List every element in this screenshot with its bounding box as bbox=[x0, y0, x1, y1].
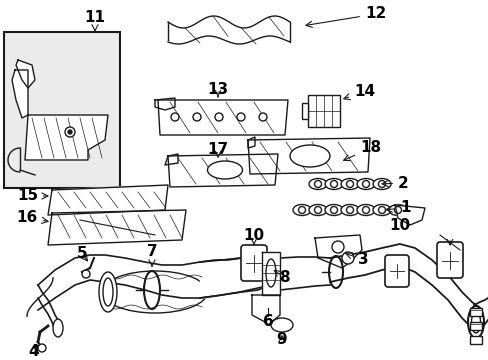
Polygon shape bbox=[168, 154, 278, 187]
Circle shape bbox=[38, 344, 46, 352]
Bar bbox=[469, 322, 481, 330]
Text: 11: 11 bbox=[84, 10, 105, 31]
Circle shape bbox=[330, 207, 337, 213]
Text: 2: 2 bbox=[381, 175, 408, 190]
Text: 7: 7 bbox=[146, 244, 157, 266]
Polygon shape bbox=[16, 60, 35, 88]
Ellipse shape bbox=[372, 204, 390, 216]
Circle shape bbox=[330, 180, 337, 188]
Ellipse shape bbox=[467, 306, 483, 338]
Text: 5: 5 bbox=[77, 247, 87, 261]
Circle shape bbox=[314, 207, 321, 213]
Polygon shape bbox=[155, 98, 175, 110]
Circle shape bbox=[314, 180, 321, 188]
Circle shape bbox=[259, 113, 266, 121]
Ellipse shape bbox=[356, 179, 374, 189]
Circle shape bbox=[378, 207, 385, 213]
Bar bbox=[302, 103, 307, 119]
Text: 18: 18 bbox=[343, 140, 380, 161]
Ellipse shape bbox=[265, 259, 275, 287]
Ellipse shape bbox=[289, 145, 329, 167]
Polygon shape bbox=[247, 137, 254, 148]
Ellipse shape bbox=[372, 179, 390, 189]
Circle shape bbox=[193, 113, 201, 121]
Ellipse shape bbox=[308, 204, 326, 216]
Polygon shape bbox=[25, 115, 108, 160]
Circle shape bbox=[215, 113, 223, 121]
Ellipse shape bbox=[53, 319, 63, 337]
FancyBboxPatch shape bbox=[241, 245, 266, 281]
Circle shape bbox=[298, 207, 305, 213]
Polygon shape bbox=[314, 235, 361, 268]
Bar bbox=[4, 32, 120, 188]
Ellipse shape bbox=[270, 318, 292, 332]
Ellipse shape bbox=[292, 204, 310, 216]
Text: 1: 1 bbox=[385, 201, 409, 216]
FancyBboxPatch shape bbox=[436, 242, 462, 278]
Text: 6: 6 bbox=[262, 315, 273, 329]
Circle shape bbox=[237, 113, 244, 121]
Ellipse shape bbox=[388, 204, 406, 216]
Text: 15: 15 bbox=[17, 189, 48, 203]
Circle shape bbox=[346, 207, 353, 213]
Polygon shape bbox=[12, 70, 28, 118]
Text: 14: 14 bbox=[343, 85, 374, 100]
Ellipse shape bbox=[207, 161, 242, 179]
Text: 3: 3 bbox=[345, 252, 368, 267]
Circle shape bbox=[68, 130, 72, 134]
Polygon shape bbox=[158, 100, 287, 135]
Text: 9: 9 bbox=[276, 333, 287, 347]
Circle shape bbox=[341, 252, 353, 264]
Ellipse shape bbox=[340, 204, 358, 216]
Text: 8: 8 bbox=[278, 270, 289, 285]
Polygon shape bbox=[247, 138, 369, 174]
Ellipse shape bbox=[102, 271, 207, 313]
Polygon shape bbox=[251, 295, 280, 325]
Bar bbox=[469, 308, 481, 316]
Text: 10: 10 bbox=[243, 229, 264, 243]
Ellipse shape bbox=[325, 179, 342, 189]
FancyBboxPatch shape bbox=[384, 255, 408, 287]
Ellipse shape bbox=[340, 179, 358, 189]
Circle shape bbox=[82, 270, 90, 278]
Circle shape bbox=[394, 207, 401, 213]
Bar bbox=[307, 95, 339, 127]
Circle shape bbox=[331, 241, 343, 253]
Polygon shape bbox=[394, 205, 424, 225]
Circle shape bbox=[362, 207, 369, 213]
Text: 17: 17 bbox=[207, 143, 228, 158]
Ellipse shape bbox=[103, 278, 113, 306]
Circle shape bbox=[171, 113, 179, 121]
Text: 16: 16 bbox=[17, 211, 48, 225]
Ellipse shape bbox=[325, 204, 342, 216]
Circle shape bbox=[362, 180, 369, 188]
Circle shape bbox=[346, 180, 353, 188]
Polygon shape bbox=[164, 154, 178, 165]
Text: 12: 12 bbox=[305, 6, 386, 27]
Circle shape bbox=[65, 127, 75, 137]
Text: 13: 13 bbox=[207, 82, 228, 98]
Ellipse shape bbox=[99, 272, 117, 312]
Polygon shape bbox=[48, 185, 168, 215]
Ellipse shape bbox=[308, 179, 326, 189]
Polygon shape bbox=[48, 210, 185, 245]
Ellipse shape bbox=[356, 204, 374, 216]
Polygon shape bbox=[262, 252, 280, 295]
Circle shape bbox=[378, 180, 385, 188]
Bar bbox=[469, 336, 481, 344]
Text: 10: 10 bbox=[388, 219, 410, 234]
Text: 4: 4 bbox=[29, 345, 39, 360]
